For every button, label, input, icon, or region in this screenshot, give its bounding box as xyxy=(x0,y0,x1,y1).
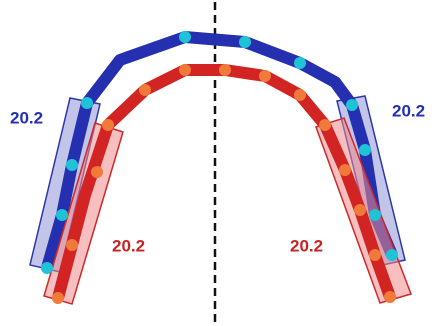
dot xyxy=(369,209,381,221)
right-blue-label: 20.2 xyxy=(392,101,425,120)
dot xyxy=(179,31,191,43)
dot xyxy=(386,249,398,261)
dot xyxy=(66,159,78,171)
dot xyxy=(354,204,366,216)
right-red-label: 20.2 xyxy=(290,236,323,255)
dot xyxy=(294,57,306,69)
left-red-label: 20.2 xyxy=(112,236,145,255)
dot xyxy=(41,262,53,274)
dot xyxy=(319,119,331,131)
dot xyxy=(102,119,114,131)
dot xyxy=(359,144,371,156)
arch-diagram: 20.2 20.2 20.2 20.2 xyxy=(0,0,437,326)
left-blue-label: 20.2 xyxy=(10,108,43,127)
dot xyxy=(81,97,93,109)
dot xyxy=(56,209,68,221)
dot xyxy=(294,89,306,101)
dot xyxy=(384,291,396,303)
dot xyxy=(91,166,103,178)
dot xyxy=(66,239,78,251)
dot xyxy=(219,64,231,76)
dot xyxy=(179,64,191,76)
dot xyxy=(52,292,64,304)
dot xyxy=(339,164,351,176)
dot xyxy=(369,249,381,261)
dot xyxy=(346,99,358,111)
dot xyxy=(239,36,251,48)
dot xyxy=(259,70,271,82)
dot xyxy=(139,84,151,96)
